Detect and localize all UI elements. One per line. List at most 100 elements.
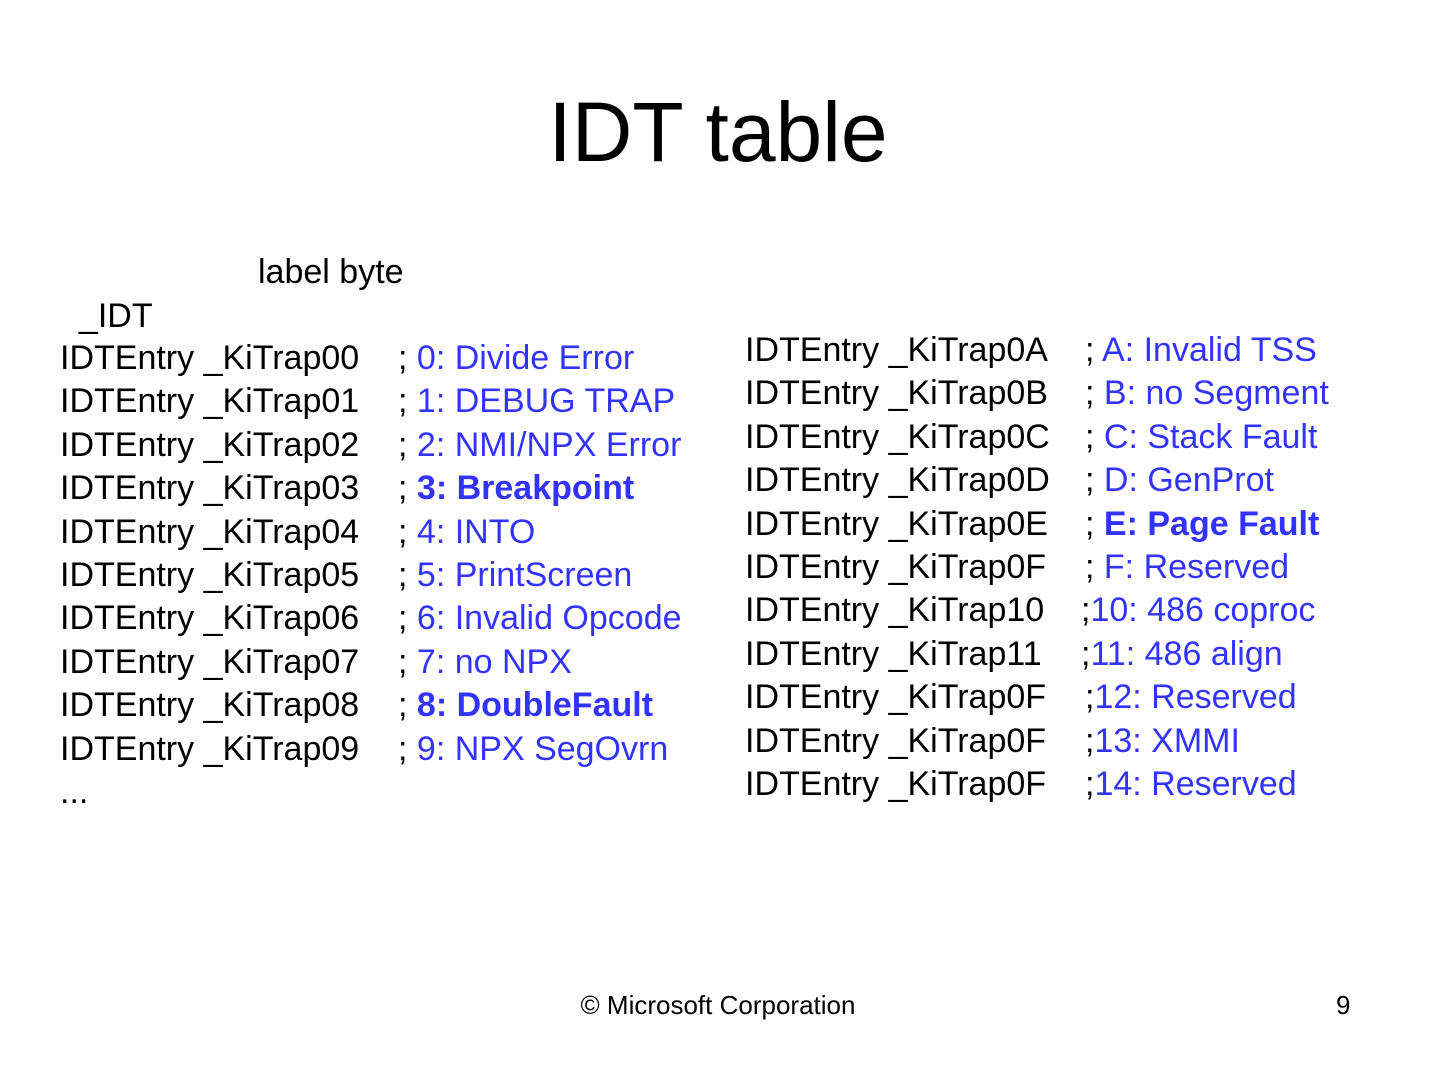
comment-separator: ;	[398, 339, 417, 377]
entry-code: IDTEntry _KiTrap07	[60, 642, 360, 681]
comment-separator: ;	[1085, 547, 1104, 586]
vector-description: B: no Segment	[1103, 374, 1329, 413]
entry-comment: ; 1: DEBUG TRAP	[398, 380, 675, 423]
label-directive: label byte	[258, 253, 404, 291]
entry-code: IDTEntry _KiTrap0F	[745, 678, 1047, 717]
entry-code: IDTEntry _KiTrap03	[60, 469, 360, 508]
entry-comment: ; 8: DoubleFault	[398, 684, 653, 727]
entry-code: IDTEntry _KiTrap04	[60, 512, 360, 551]
idt-entry-row: IDTEntry _KiTrap08 ; 8: DoubleFault	[60, 684, 653, 727]
entry-comment: ;10: 486 coproc	[1081, 589, 1315, 632]
idt-entry-row: IDTEntry _KiTrap06 ; 6: Invalid Opcode	[60, 597, 682, 640]
comment-separator: ;	[1085, 461, 1104, 500]
entry-comment: ; 7: no NPX	[398, 641, 572, 684]
entry-code: IDTEntry _KiTrap02	[60, 425, 360, 464]
entry-code: IDTEntry _KiTrap0D	[745, 461, 1050, 500]
comment-separator: ;	[398, 686, 417, 725]
entry-code: IDTEntry _KiTrap0C	[745, 417, 1050, 456]
entry-code: IDTEntry _KiTrap10	[745, 591, 1045, 630]
footer-copyright: © Microsoft Corporation	[580, 990, 856, 1020]
idt-entry-row: IDTEntry _KiTrap04 ; 4: INTO	[60, 511, 535, 554]
vector-description-highlighted: 8: DoubleFault	[416, 686, 654, 725]
entry-code: IDTEntry _KiTrap0F	[745, 764, 1047, 803]
vector-description-highlighted: 3: Breakpoint	[416, 469, 635, 508]
entry-code: IDTEntry _KiTrap11	[745, 634, 1042, 673]
entry-code: IDTEntry _KiTrap0F	[745, 547, 1047, 586]
entry-comment: ; E: Page Fault	[1085, 503, 1319, 546]
entry-comment: ; D: GenProt	[1085, 459, 1274, 502]
vector-description: 2: NMI/NPX Error	[416, 425, 682, 464]
idt-entry-row: IDTEntry _KiTrap00 ; 0: Divide Error	[60, 337, 634, 380]
vector-description: 10: 486 coproc	[1090, 591, 1316, 630]
idt-symbol: _IDT	[78, 297, 153, 335]
entry-code: IDTEntry _KiTrap0B	[745, 374, 1048, 413]
comment-separator: ;	[398, 425, 417, 464]
vector-description: 5: PrintScreen	[416, 555, 633, 594]
comment-separator: ;	[1081, 591, 1091, 630]
entry-comment: ; 5: PrintScreen	[398, 554, 632, 597]
comment-separator: ;	[398, 729, 417, 768]
slide-title: IDT table	[548, 85, 888, 179]
vector-description-highlighted: E: Page Fault	[1103, 504, 1320, 543]
idt-entry-row: IDTEntry _KiTrap07 ; 7: no NPX	[60, 641, 572, 684]
vector-description: C: Stack Fault	[1103, 417, 1318, 456]
entry-comment: ; 0: Divide Error	[398, 337, 634, 380]
comment-separator: ;	[1085, 374, 1104, 413]
entry-comment: ; 4: INTO	[398, 511, 535, 554]
comment-separator: ;	[398, 382, 417, 421]
entry-comment: ; A: Invalid TSS	[1085, 329, 1317, 372]
entry-code: IDTEntry _KiTrap00	[60, 339, 360, 377]
comment-separator: ;	[398, 642, 417, 681]
entry-code: IDTEntry _KiTrap08	[60, 686, 360, 725]
entry-comment: ;13: XMMI	[1085, 720, 1240, 763]
left-entry-column: IDTEntry _KiTrap00 ; 0: Divide Error IDT…	[60, 337, 682, 814]
entry-comment: ; 3: Breakpoint	[398, 467, 634, 510]
comment-separator: ;	[398, 555, 417, 594]
idt-entry-row: IDTEntry _KiTrap05 ; 5: PrintScreen	[60, 554, 632, 597]
entry-comment: ;12: Reserved	[1085, 676, 1297, 719]
continuation-ellipsis: ...	[60, 772, 89, 811]
vector-description: 11: 486 align	[1090, 634, 1283, 673]
comment-separator: ;	[1085, 721, 1095, 760]
comment-separator: ;	[398, 599, 417, 638]
vector-description: 13: XMMI	[1094, 721, 1240, 760]
comment-separator: ;	[1085, 417, 1104, 456]
vector-description: 14: Reserved	[1094, 764, 1297, 803]
entry-code: IDTEntry _KiTrap0F	[745, 721, 1047, 760]
comment-separator: ;	[398, 512, 417, 551]
vector-description: 9: NPX SegOvrn	[416, 729, 669, 768]
comment-separator: ;	[1085, 504, 1104, 543]
vector-description: 4: INTO	[416, 512, 536, 551]
entry-comment: ; 6: Invalid Opcode	[398, 597, 682, 640]
vector-description: 12: Reserved	[1094, 678, 1297, 717]
entry-code: IDTEntry _KiTrap01	[60, 382, 360, 421]
entry-comment: ; 2: NMI/NPX Error	[398, 424, 681, 467]
entry-code: IDTEntry _KiTrap09	[60, 729, 360, 768]
entry-comment: ; F: Reserved	[1085, 546, 1289, 589]
entry-code: IDTEntry _KiTrap05	[60, 555, 360, 594]
entry-comment: ;11: 486 align	[1081, 633, 1283, 676]
vector-description: 6: Invalid Opcode	[416, 599, 682, 638]
vector-description: 1: DEBUG TRAP	[416, 382, 676, 421]
vector-description: 0: Divide Error	[416, 339, 635, 377]
vector-description: F: Reserved	[1103, 547, 1290, 586]
idt-entry-row: IDTEntry _KiTrap03 ; 3: Breakpoint	[60, 467, 634, 510]
page-number: 9	[1336, 990, 1351, 1020]
idt-entry-row: IDTEntry _KiTrap09 ; 9: NPX SegOvrn	[60, 728, 668, 771]
entry-comment: ; B: no Segment	[1085, 372, 1329, 415]
comment-separator: ;	[1085, 678, 1095, 717]
entry-comment: ; 9: NPX SegOvrn	[398, 728, 668, 771]
entry-code: IDTEntry _KiTrap0A	[745, 331, 1048, 369]
vector-description: A: Invalid TSS	[1102, 331, 1317, 369]
comment-separator: ;	[1085, 764, 1095, 803]
entry-code: IDTEntry _KiTrap06	[60, 599, 360, 638]
idt-label-line: _IDT label byte	[60, 250, 404, 382]
vector-description: D: GenProt	[1103, 461, 1274, 500]
entry-code: IDTEntry _KiTrap0E	[745, 504, 1048, 543]
entry-comment: ; C: Stack Fault	[1085, 416, 1317, 459]
idt-entry-row: IDTEntry _KiTrap02 ; 2: NMI/NPX Error	[60, 424, 681, 467]
entry-comment: ;14: Reserved	[1085, 763, 1297, 806]
comment-separator: ;	[398, 469, 417, 508]
comment-separator: ;	[1085, 331, 1103, 369]
idt-entry-row: IDTEntry _KiTrap01 ; 1: DEBUG TRAP	[60, 380, 675, 423]
